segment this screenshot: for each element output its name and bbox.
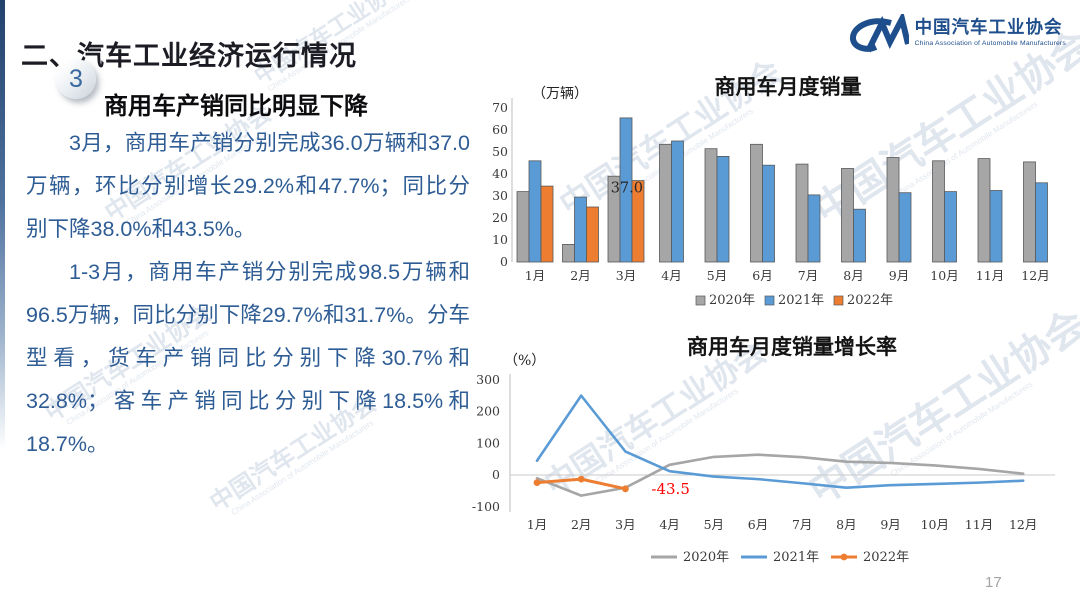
caam-logo-mark [849, 14, 909, 53]
svg-text:20: 20 [492, 210, 508, 225]
legend-2021年: 2021年 [778, 293, 824, 308]
svg-text:100: 100 [476, 435, 500, 450]
line-unit-label: （%） [504, 353, 545, 369]
svg-text:0: 0 [492, 467, 500, 482]
svg-text:30: 30 [492, 188, 508, 203]
svg-text:10月: 10月 [921, 517, 949, 532]
svg-text:8月: 8月 [843, 268, 863, 283]
line-2020年 [535, 453, 1025, 497]
svg-text:7月: 7月 [792, 517, 812, 532]
bar-2020年-1月 [516, 191, 530, 263]
svg-text:1月: 1月 [527, 517, 547, 532]
paragraph-q1: 1-3月，商用车产销分别完成98.5万辆和96.5万辆，同比分别下降29.7%和… [26, 260, 470, 456]
svg-text:9月: 9月 [880, 517, 900, 532]
svg-text:50: 50 [492, 144, 508, 159]
bar-2022年-2月 [586, 206, 599, 263]
bar-2021年-6月 [762, 164, 775, 263]
svg-text:4月: 4月 [659, 517, 679, 532]
bar-2021年-1月 [528, 160, 542, 263]
section-subtitle: 商用车产销同比明显下降 [104, 92, 368, 120]
bar-chart-title: 商用车月度销量 [715, 74, 862, 99]
chart-monthly-growth-rate: 商用车月度销量增长率 （%） 300 200 100 0 -100 1月 2月 3月 4月 5月 6月 7… [470, 332, 1070, 584]
svg-text:-100: -100 [472, 499, 500, 514]
svg-text:11月: 11月 [965, 517, 993, 532]
left-accent-bar [0, 0, 5, 450]
bar-2021年-8月 [853, 208, 866, 263]
bar-2020年-11月 [977, 158, 991, 263]
legend-2022年: 2022年 [847, 293, 893, 308]
svg-text:6月: 6月 [752, 268, 772, 283]
bar-2020年-4月 [659, 143, 672, 263]
bar-2020年-5月 [704, 148, 718, 263]
bar-unit-label: （万辆） [532, 86, 588, 102]
marker-2022年 [577, 475, 585, 483]
bar-2020年-2月 [562, 243, 575, 263]
svg-text:10月: 10月 [930, 268, 958, 283]
bar-2020年-8月 [841, 168, 854, 263]
bar-2020年-12月 [1023, 161, 1036, 263]
bar-2020年-9月 [886, 157, 900, 263]
svg-text:11月: 11月 [976, 268, 1004, 283]
logo-name-en: China Association of Automobile Manufact… [914, 40, 1066, 47]
marker-2022年 [622, 485, 629, 493]
page-number: 17 [985, 574, 1002, 591]
line-chart-canvas: 商用车月度销量增长率 （%） 300 200 100 0 -100 1月 2月 3月 4月 5月 6月 7… [472, 334, 1055, 565]
svg-text:2月: 2月 [570, 268, 590, 283]
paragraph-march: 3月，商用车产销分别完成36.0万辆和37.0万辆，环比分别增长29.2%和47… [26, 131, 470, 241]
svg-text:5月: 5月 [707, 268, 727, 283]
svg-text:300: 300 [476, 372, 500, 387]
svg-text:6月: 6月 [748, 517, 768, 532]
line-2021年 [535, 394, 1025, 489]
bar-2021年-9月 [898, 192, 912, 263]
marker-2022年 [533, 479, 541, 487]
bar-2020年-7月 [795, 163, 809, 263]
svg-text:7月: 7月 [798, 268, 818, 283]
svg-text:12月: 12月 [1009, 517, 1037, 532]
line-chart-title: 商用车月度销量增长率 [687, 334, 897, 359]
bar-2021年-5月 [716, 156, 730, 263]
caam-logo: 中国汽车工业协会 China Association of Automobile… [845, 14, 1066, 58]
svg-text:3月: 3月 [615, 517, 635, 532]
bar-2021年-12月 [1035, 182, 1048, 263]
svg-text:0: 0 [500, 254, 508, 269]
svg-text:12月: 12月 [1021, 268, 1049, 283]
bar-2021年-11月 [989, 190, 1003, 263]
svg-text:70: 70 [492, 100, 508, 115]
bar-2021年-2月 [574, 196, 587, 263]
svg-text:3月: 3月 [616, 268, 636, 283]
badge-number: 3 [69, 64, 83, 93]
bar-annotation: 37.0 [611, 181, 643, 197]
logo-name-cn: 中国汽车工业协会 [914, 17, 1063, 37]
bar-2022年-3月 [631, 180, 645, 263]
bar-2020年-10月 [932, 160, 945, 263]
bar-2021年-4月 [671, 140, 684, 263]
bar-chart-canvas: 商用车月度销量 （万辆） 0 10 20 30 40 50 60 70 1月 2月 3月 4月 5月 6月 7月… [492, 74, 1050, 308]
svg-text:5月: 5月 [704, 517, 724, 532]
legend-2022年: 2022年 [863, 550, 909, 565]
body-text: 3月，商用车产销分别完成36.0万辆和37.0万辆，环比分别增长29.2%和47… [26, 122, 470, 466]
svg-text:1月: 1月 [525, 268, 545, 283]
legend-2020年: 2020年 [709, 293, 755, 308]
svg-text:2月: 2月 [571, 517, 591, 532]
svg-text:10: 10 [492, 232, 508, 247]
svg-text:4月: 4月 [661, 268, 681, 283]
line-annotation: -43.5 [651, 480, 689, 498]
svg-text:60: 60 [492, 122, 508, 137]
section-number-badge: 3 [56, 59, 96, 99]
svg-text:200: 200 [476, 404, 500, 419]
legend-2021年: 2021年 [773, 550, 819, 565]
svg-text:8月: 8月 [836, 517, 856, 532]
bar-2022年-1月 [540, 185, 554, 263]
bar-2020年-6月 [750, 143, 763, 263]
legend-2020年: 2020年 [683, 550, 729, 565]
svg-text:40: 40 [492, 166, 508, 181]
bar-2021年-10月 [944, 191, 957, 263]
chart-monthly-sales: 商用车月度销量 （万辆） 0 10 20 30 40 50 60 70 1月 2月 3月 4月 5月 6月 7月… [480, 70, 1070, 322]
svg-text:9月: 9月 [889, 268, 909, 283]
bar-2021年-7月 [807, 194, 821, 263]
